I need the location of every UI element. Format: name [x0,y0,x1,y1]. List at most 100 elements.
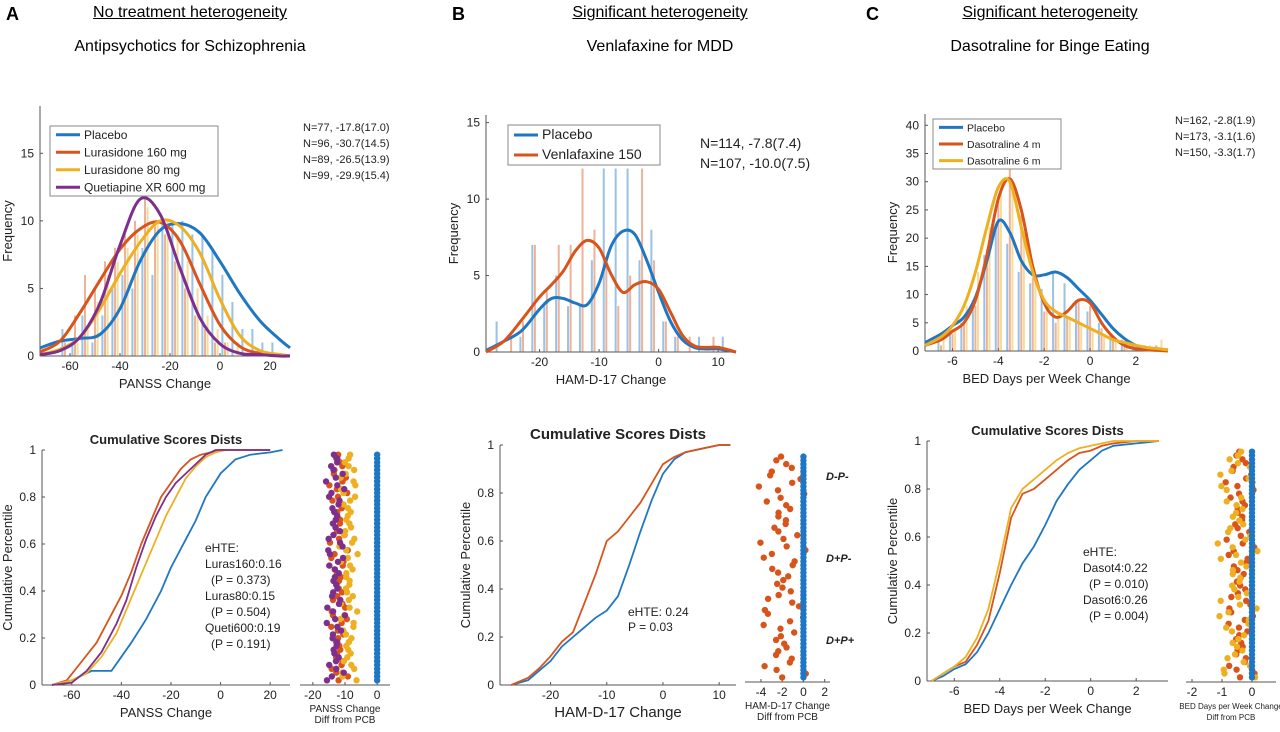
A-cdf-chart: -60 -40 -20 0 20 0 0.2 0.4 0.6 0.8 1 Cumulative Sco… [0,432,290,720]
C-hist-bar-yellow-6 [1011,181,1014,351]
A-cdf-annotation-0: eHTE: [205,541,239,555]
panel-c-letter: C [866,4,879,24]
A-diff-point-2-23 [329,589,337,596]
A-cdf-annotation-1: Luras160:0.16 [205,557,282,571]
A-hist-bar-yellow-11 [176,234,179,356]
B-diff-point-0-10 [772,636,780,644]
C-cdf-annotation-1: Dasot4:0.22 [1083,561,1148,575]
C-diff-point-0-50 [1234,482,1241,490]
C-cdf-xtick-label-4: 2 [1133,684,1140,698]
B-diff-point-0-13 [777,625,784,632]
A-hist-bar-blue-0 [61,328,64,356]
C-diff-point-1-22 [1243,589,1251,597]
C-diff-xtick-label-2: 0 [1249,685,1256,699]
A-hist-ytick-label-2: 10 [21,214,35,228]
C-hist-bar-orange-9 [1043,311,1046,351]
C-cdf-line-0 [931,440,1160,682]
A-cdf-annotation-5: Queti600:0.19 [205,621,281,635]
A-hist-bar-orange-15 [214,342,216,356]
C-cdf-ytick-label-3: 0.6 [904,530,921,544]
B-diff-point-0-55 [768,468,775,475]
A-hist-bar-yellow-4 [106,274,109,356]
C-diff-point-1-11 [1240,632,1248,639]
panel-b-letter: B [452,4,465,24]
B-diff-point-0-23 [787,588,794,595]
C-cdf-xtick-label-3: 0 [1087,684,1094,698]
B-diff-region-label-2: D+P+ [826,635,855,647]
B-hist-xtick-label-1: -10 [590,355,608,369]
C-diff-point-1-28 [1229,567,1237,574]
A-hist-bar-orange-5 [114,247,116,356]
C-hist-legend-label-1: Dasotraline 4 m [967,139,1041,151]
B-diff-point-0-7 [775,648,782,655]
A-hist-legend-label-3: Quetiapine XR 600 mg [84,180,205,194]
C-hist-line-0 [924,218,1169,352]
A-diff-point-2-59 [330,451,338,458]
C-hist-bar-yellow-14 [1103,334,1106,351]
A-hist-stats-1: N=96, -30.7(14.5) [303,138,390,150]
B-diff-xtick-label-3: 2 [821,685,828,699]
A-diff-xlabel2: Diff from PCB [315,715,376,726]
B-hist-bar-blue-2 [519,336,522,352]
A-hist-bar-blue-9 [151,274,154,356]
C-hist-ytick-label-6: 30 [906,175,920,189]
A-hist-bar-yellow-5 [116,261,119,356]
C-diff-point-0-20 [1242,597,1250,605]
A-hist-bar-blue-4 [101,315,104,356]
C-hist-xtick-label-1: -4 [993,354,1004,368]
C-hist-bar-yellow-15 [1114,339,1117,351]
A-diff-point-1-19 [346,604,353,611]
A-diff-point-1-21 [345,596,353,604]
C-hist-bar-orange-10 [1054,322,1057,351]
A-hist-bar-yellow-12 [186,261,189,356]
C-cdf-line-2 [931,440,1159,682]
B-cdf-line-1 [510,444,731,686]
B-diff-point-0-12 [791,629,798,636]
C-hist-bar-yellow-4 [988,226,991,351]
A-cdf-xtick-label-2: -20 [162,688,180,702]
A-hist-bar-orange-8 [144,193,146,356]
A-hist-bar-blue-18 [241,328,244,356]
A-hist-legend-label-2: Lurasidone 80 mg [84,163,180,177]
B-diff-point-0-9 [780,640,788,647]
C-diff-point-0-37 [1237,532,1244,540]
C-hist-bar-orange-5 [997,198,1000,351]
C-hist-legend-label-0: Placebo [967,122,1005,134]
A-hist-bar-blue-7 [131,288,134,356]
A-diff-point-1-15 [350,619,357,627]
B-diff-point-0-35 [783,543,790,550]
C-diff-point-0-57 [1239,456,1246,463]
C-cdf-annotation-4: (P = 0.004) [1089,609,1148,623]
C-cdf-xtick-label-2: -2 [1040,684,1051,698]
A-hist-line-3 [39,196,291,358]
A-hist-xtick-label-1: -40 [111,359,129,373]
B-hist-ytick-label-0: 0 [473,345,480,359]
C-hist-bar-blue-2 [960,322,963,351]
B-hist-bar-orange-15 [676,336,679,352]
B-diff-point-0-59 [777,453,785,460]
B-diff-point-0-3 [761,662,768,670]
A-diff-point-2-56 [327,462,335,470]
A-cdf-line-0 [51,449,283,686]
A-cdf-xtick-label-1: -40 [113,688,131,702]
B-cdf-xtick-label-1: -10 [598,688,616,702]
C-hist-bar-blue-0 [937,339,940,351]
C-hist-bar-yellow-2 [965,305,968,351]
A-hist-bar-orange-3 [94,288,96,356]
A-hist-xtick-label-0: -60 [61,359,79,373]
B-diff-point-0-0 [778,674,786,681]
C-hist-bar-blue-4 [983,255,986,351]
A-hist-bar-orange-9 [154,220,156,356]
A-diff-point-2-29 [331,566,339,573]
B-hist-bar-blue-17 [697,336,700,352]
A-cdf-annotation-2: (P = 0.373) [211,573,270,587]
A-diff-point-2-6 [335,654,342,661]
A-hist-bar-blue-17 [231,301,234,356]
A-hist-xtick-label-3: 0 [217,359,224,373]
B-hist-bar-orange-18 [712,336,715,352]
B-cdf-ylabel: Cumulative Percentile [458,502,473,628]
B-diff-point-0-15 [786,618,794,625]
A-diff-point-2-18 [329,608,337,615]
B-hist-bar-blue-4 [543,306,546,352]
